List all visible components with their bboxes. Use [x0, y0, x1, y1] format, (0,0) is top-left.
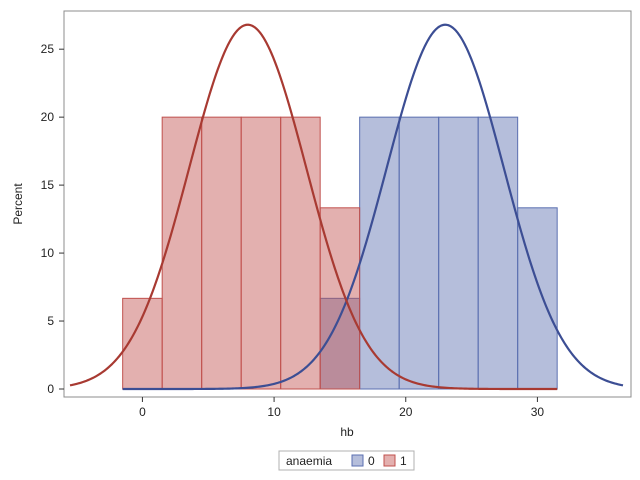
x-tick-label-20: 20 [399, 405, 413, 419]
density-curve-series-0 [122, 23, 624, 391]
y-tick-label-25: 25 [41, 42, 55, 56]
bar-series-1-bin-1 [161, 116, 203, 390]
y-axis-title: Percent [11, 183, 25, 225]
y-tick-label-20: 20 [41, 110, 55, 124]
bar-series-1-bin-3 [240, 116, 282, 390]
curves-layer [69, 23, 624, 391]
y-tick-label-10: 10 [41, 246, 55, 260]
legend-label-0: 0 [368, 454, 375, 468]
bar-series-0-bin-1 [359, 116, 400, 390]
y-tick-label-0: 0 [47, 382, 54, 396]
y-tick-label-5: 5 [47, 314, 54, 328]
bar-series-1-bin-4 [280, 116, 321, 390]
bars-layer [122, 116, 558, 390]
legend-title: anaemia [286, 454, 332, 468]
legend-label-1: 1 [400, 454, 407, 468]
bar-series-0-bin-5 [517, 207, 558, 390]
axes-layer: 0 10 20 30 0 5 10 15 20 25 [41, 42, 545, 419]
x-tick-label-10: 10 [267, 405, 281, 419]
bar-series-1-bin-5 [319, 207, 361, 390]
x-tick-label-30: 30 [531, 405, 545, 419]
density-curve-series-1 [69, 23, 558, 391]
x-axis-title: hb [340, 425, 354, 439]
legend: anaemia 0 1 [278, 450, 415, 471]
legend-swatch-0 [351, 454, 364, 467]
x-tick-label-0: 0 [139, 405, 146, 419]
bar-series-0-bin-4 [477, 116, 519, 390]
legend-swatch-1 [383, 454, 396, 467]
bar-series-0-bin-3 [438, 116, 479, 390]
plot-frame [63, 10, 632, 398]
legend-frame [278, 450, 415, 471]
bar-series-1-bin-2 [201, 116, 242, 390]
bar-series-0-bin-2 [398, 116, 440, 390]
y-tick-label-15: 15 [41, 178, 55, 192]
